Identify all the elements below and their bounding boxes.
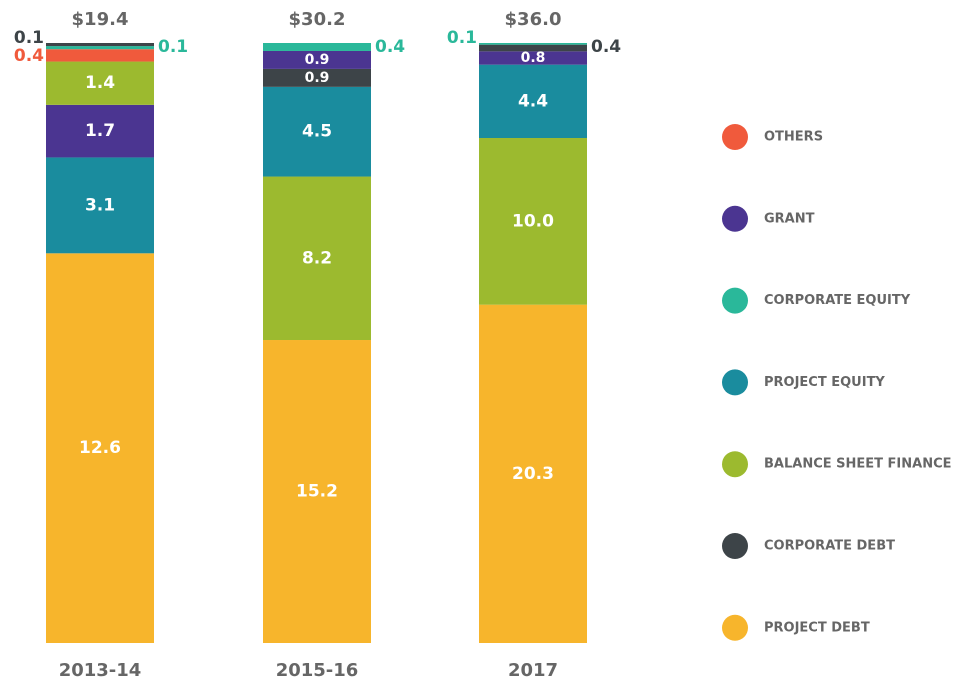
x-tick-label: 2013-14 — [59, 660, 142, 681]
legend-label: OTHERS — [764, 130, 823, 145]
bar-segment — [479, 304, 587, 643]
legend-swatch — [722, 533, 748, 559]
value-label: 0.4 — [14, 46, 44, 66]
value-label: 15.2 — [296, 482, 338, 502]
value-label: 1.4 — [85, 73, 115, 93]
bar-segment — [479, 138, 587, 305]
legend-label: CORPORATE DEBT — [764, 539, 895, 554]
value-label: 0.1 — [158, 37, 188, 57]
bar-segment — [263, 43, 371, 51]
legend-swatch — [722, 287, 748, 314]
total-label: $30.2 — [289, 9, 346, 30]
total-label: $36.0 — [505, 9, 562, 30]
value-label: 12.6 — [79, 438, 121, 458]
value-label: 20.3 — [512, 464, 554, 484]
bar-segment — [46, 46, 154, 50]
legend-swatch — [722, 451, 748, 478]
legend-label: BALANCE SHEET FINANCE — [764, 457, 952, 472]
legend-label: GRANT — [764, 211, 815, 226]
value-label: 10.0 — [512, 211, 554, 231]
value-label: 3.1 — [85, 195, 115, 215]
bar-segment — [46, 61, 154, 105]
value-label: 0.4 — [375, 37, 405, 57]
bar-segment — [263, 176, 371, 341]
value-label: 0.1 — [447, 28, 477, 48]
bar-segment — [263, 340, 371, 643]
x-tick-label: 2015-16 — [276, 660, 359, 681]
bar-segment — [46, 43, 154, 47]
value-label: 1.7 — [85, 121, 115, 141]
legend-swatch — [722, 614, 748, 641]
bar-segment — [263, 68, 371, 87]
legend-label: PROJECT DEBT — [764, 620, 870, 635]
value-label: 4.4 — [518, 91, 548, 111]
bar-segment — [479, 43, 587, 45]
legend-label: PROJECT EQUITY — [764, 375, 885, 390]
bar-segment — [46, 49, 154, 62]
value-label: 8.2 — [302, 248, 332, 268]
value-label: 0.9 — [305, 70, 330, 86]
value-label: 0.9 — [305, 52, 330, 68]
legend-swatch — [722, 205, 748, 232]
legend-label: CORPORATE EQUITY — [764, 293, 911, 308]
bar-segment — [479, 64, 587, 138]
bar-segment — [46, 157, 154, 254]
legend-swatch — [722, 124, 748, 150]
total-label: $19.4 — [72, 9, 129, 30]
bar-segment — [263, 50, 371, 69]
value-label: 4.5 — [302, 122, 332, 142]
bar-segment — [46, 253, 154, 644]
bar-segment — [479, 51, 587, 65]
value-label: 0.8 — [521, 50, 546, 66]
bar-segment — [479, 44, 587, 52]
legend-swatch — [722, 369, 748, 396]
bar-segment — [263, 86, 371, 177]
x-tick-label: 2017 — [508, 660, 558, 681]
value-label: 0.4 — [591, 37, 621, 57]
value-label: 0.1 — [14, 28, 44, 48]
bar-segment — [46, 104, 154, 158]
